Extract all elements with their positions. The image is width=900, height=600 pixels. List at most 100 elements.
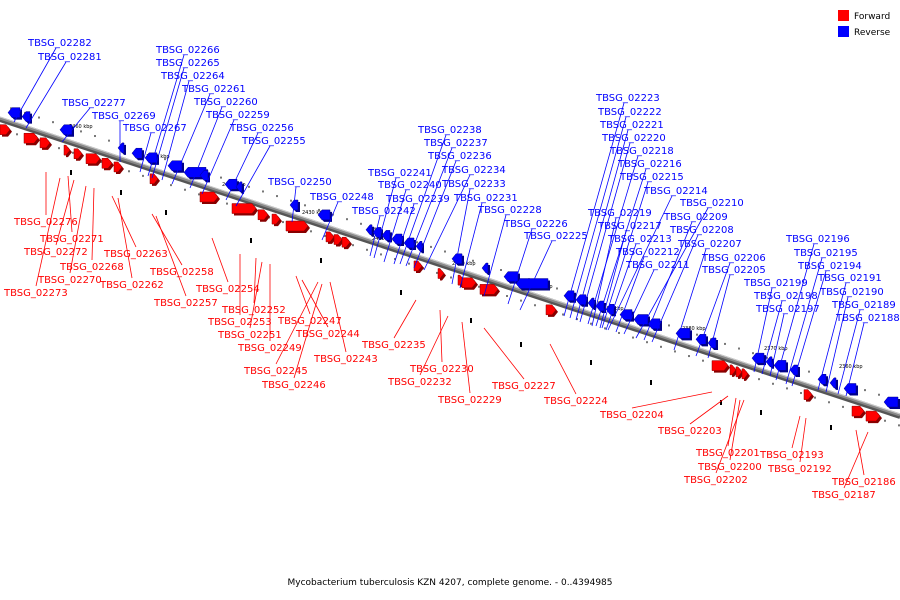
- gene-label-tbsg-02211[interactable]: TBSG_02211: [623, 260, 690, 335]
- forward-gene-feature[interactable]: [851, 405, 866, 419]
- reverse-gene-feature[interactable]: [751, 352, 766, 366]
- gene-label-tbsg-02262[interactable]: TBSG_02262: [99, 197, 164, 291]
- gene-label-tbsg-02191[interactable]: TBSG_02191: [817, 273, 882, 391]
- gene-label-tbsg-02254[interactable]: TBSG_02254: [195, 237, 260, 295]
- forward-gene-feature[interactable]: [413, 260, 424, 273]
- gene-label-tbsg-02255[interactable]: TBSG_02255: [235, 136, 306, 207]
- reverse-gene-feature[interactable]: [59, 124, 74, 137]
- gene-label-tbsg-02215[interactable]: TBSG_02215: [601, 172, 684, 329]
- forward-gene-feature[interactable]: [149, 173, 160, 186]
- gene-label-tbsg-02229[interactable]: TBSG_02229: [437, 321, 502, 406]
- gene-label-tbsg-02222[interactable]: TBSG_02222: [569, 107, 662, 319]
- forward-gene-feature[interactable]: [545, 304, 558, 317]
- gene-label-tbsg-02250[interactable]: TBSG_02250: [267, 177, 332, 223]
- reverse-gene-feature[interactable]: [391, 233, 404, 247]
- gene-label-tbsg-02236[interactable]: TBSG_02236: [413, 151, 492, 269]
- gene-label-tbsg-02200[interactable]: TBSG_02200: [697, 399, 762, 473]
- reverse-gene-feature[interactable]: [647, 318, 662, 331]
- gene-label-tbsg-02248[interactable]: TBSG_02248: [309, 192, 374, 241]
- gene-label-tbsg-02205[interactable]: TBSG_02205: [701, 265, 766, 359]
- reverse-gene-feature[interactable]: [883, 396, 900, 410]
- gene-label-tbsg-02247[interactable]: TBSG_02247: [277, 275, 342, 327]
- gene-label-tbsg-02224[interactable]: TBSG_02224: [543, 343, 608, 407]
- gene-label-tbsg-02190[interactable]: TBSG_02190: [819, 287, 884, 393]
- gene-label-tbsg-02263[interactable]: TBSG_02263: [103, 195, 168, 260]
- gene-label-tbsg-02237[interactable]: TBSG_02237: [405, 138, 488, 267]
- reverse-gene-feature[interactable]: [235, 181, 244, 194]
- forward-gene-feature[interactable]: [735, 366, 744, 379]
- forward-gene-feature[interactable]: [711, 360, 730, 373]
- gene-label-tbsg-02226[interactable]: TBSG_02226: [503, 219, 568, 305]
- gene-label-tbsg-02238[interactable]: TBSG_02238: [399, 125, 482, 265]
- gene-label-tbsg-02260[interactable]: TBSG_02260: [189, 97, 258, 189]
- forward-gene-feature[interactable]: [63, 144, 72, 158]
- gene-label-tbsg-02207[interactable]: TBSG_02207: [673, 239, 742, 351]
- forward-gene-feature[interactable]: [231, 203, 258, 216]
- gene-label-tbsg-02244[interactable]: TBSG_02244: [295, 279, 360, 340]
- gene-label-tbsg-02197[interactable]: TBSG_02197: [755, 304, 820, 377]
- forward-gene-feature[interactable]: [101, 158, 114, 171]
- gene-label-tbsg-02216[interactable]: TBSG_02216: [595, 159, 682, 327]
- gene-label-tbsg-02268[interactable]: TBSG_02268: [59, 187, 124, 273]
- gene-label-tbsg-02267[interactable]: TBSG_02267: [122, 123, 187, 173]
- reverse-gene-feature[interactable]: [167, 160, 184, 173]
- gene-label-tbsg-02195[interactable]: TBSG_02195: [785, 248, 858, 385]
- gene-label-tbsg-02188[interactable]: TBSG_02188: [835, 313, 900, 397]
- gene-label-tbsg-02270[interactable]: TBSG_02270: [37, 185, 102, 286]
- gene-label-tbsg-02194[interactable]: TBSG_02194: [791, 261, 862, 387]
- gene-label-tbsg-02233[interactable]: TBSG_02233: [441, 179, 506, 285]
- gene-label-tbsg-02251[interactable]: TBSG_02251: [217, 261, 282, 341]
- gene-label-tbsg-02196[interactable]: TBSG_02196: [775, 234, 850, 381]
- gene-label-tbsg-02243[interactable]: TBSG_02243: [313, 281, 378, 365]
- gene-label-tbsg-02261[interactable]: TBSG_02261: [171, 84, 246, 185]
- gene-label-tbsg-02218[interactable]: TBSG_02218: [587, 146, 674, 325]
- reverse-gene-feature[interactable]: [131, 147, 144, 161]
- gene-label-tbsg-02232[interactable]: TBSG_02232: [387, 315, 452, 388]
- reverse-gene-feature[interactable]: [675, 328, 692, 341]
- gene-label-tbsg-02213[interactable]: TBSG_02213: [605, 234, 672, 331]
- gene-label-tbsg-02193[interactable]: TBSG_02193: [759, 415, 824, 461]
- reverse-gene-feature[interactable]: [21, 111, 32, 124]
- gene-label-tbsg-02231[interactable]: TBSG_02231: [453, 193, 518, 289]
- reverse-gene-feature[interactable]: [563, 290, 576, 303]
- gene-label-tbsg-02253[interactable]: TBSG_02253: [207, 254, 272, 328]
- gene-label-tbsg-02281[interactable]: TBSG_02281: [25, 52, 102, 129]
- reverse-gene-feature[interactable]: [199, 170, 210, 183]
- gene-label-tbsg-02220[interactable]: TBSG_02220: [579, 133, 666, 323]
- gene-label-tbsg-02212[interactable]: TBSG_02212: [615, 247, 680, 333]
- reverse-gene-feature[interactable]: [829, 377, 838, 390]
- gene-label-tbsg-02241[interactable]: TBSG_02241: [367, 168, 432, 259]
- gene-label-tbsg-02206[interactable]: TBSG_02206: [695, 253, 766, 357]
- forward-gene-feature[interactable]: [461, 277, 478, 290]
- reverse-gene-feature[interactable]: [289, 199, 300, 213]
- gene-label-tbsg-02264[interactable]: TBSG_02264: [160, 71, 225, 181]
- forward-gene-feature[interactable]: [85, 153, 102, 166]
- gene-label-tbsg-02186[interactable]: TBSG_02186: [831, 429, 896, 488]
- gene-label-tbsg-02259[interactable]: TBSG_02259: [201, 110, 270, 195]
- reverse-gene-feature[interactable]: [365, 224, 374, 237]
- gene-label-tbsg-02249[interactable]: TBSG_02249: [237, 264, 302, 354]
- gene-label-tbsg-02204[interactable]: TBSG_02204: [599, 391, 713, 421]
- gene-label-tbsg-02266[interactable]: TBSG_02266: [147, 45, 220, 177]
- forward-gene-feature[interactable]: [0, 124, 12, 137]
- gene-label-tbsg-02227[interactable]: TBSG_02227: [483, 327, 556, 392]
- gene-label-tbsg-02258[interactable]: TBSG_02258: [149, 213, 214, 278]
- reverse-gene-feature[interactable]: [515, 278, 550, 291]
- gene-label-tbsg-02245[interactable]: TBSG_02245: [243, 281, 319, 377]
- gene-label-tbsg-02214[interactable]: TBSG_02214: [607, 186, 708, 331]
- forward-gene-feature[interactable]: [39, 137, 52, 150]
- forward-gene-feature[interactable]: [73, 148, 84, 161]
- gene-label-tbsg-02273[interactable]: TBSG_02273: [3, 177, 68, 299]
- gene-label-tbsg-02239[interactable]: TBSG_02239: [385, 194, 450, 265]
- gene-label-tbsg-02282[interactable]: TBSG_02282: [13, 38, 92, 123]
- forward-gene-feature[interactable]: [23, 132, 40, 146]
- gene-label-tbsg-02230[interactable]: TBSG_02230: [409, 309, 474, 375]
- gene-label-tbsg-02235[interactable]: TBSG_02235: [361, 299, 426, 351]
- reverse-gene-feature[interactable]: [503, 271, 520, 284]
- reverse-gene-feature[interactable]: [317, 209, 332, 222]
- gene-label-tbsg-02209[interactable]: TBSG_02209: [643, 212, 728, 341]
- gene-label-tbsg-02234[interactable]: TBSG_02234: [423, 165, 506, 271]
- gene-label-tbsg-02246[interactable]: TBSG_02246: [261, 283, 326, 391]
- reverse-gene-feature[interactable]: [117, 142, 126, 155]
- gene-label-tbsg-02199[interactable]: TBSG_02199: [743, 278, 808, 373]
